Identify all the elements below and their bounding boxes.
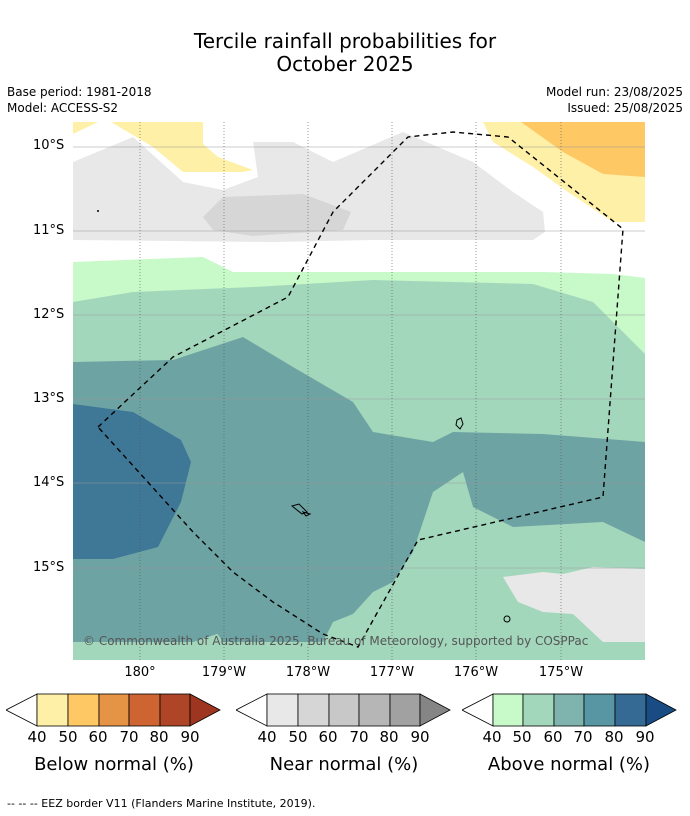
- island-2: [290, 503, 312, 517]
- cb-tick: 50: [288, 728, 308, 746]
- cb-tick: 40: [482, 728, 502, 746]
- cb-above-swatch: [492, 693, 524, 727]
- cb-tick: 50: [58, 728, 78, 746]
- cb-below-swatch: [67, 693, 100, 727]
- base-period: Base period: 1981-2018: [7, 85, 152, 99]
- near-normal-region: [73, 132, 545, 242]
- cb-above-swatch: [553, 693, 585, 727]
- copyright-text: © Commonwealth of Australia 2025, Bureau…: [83, 634, 588, 648]
- lat-label-11s: 11°S: [33, 223, 65, 238]
- cb-tick: 90: [410, 728, 430, 746]
- near-normal-bottomright: [503, 567, 645, 642]
- title-line-2: October 2025: [276, 52, 414, 76]
- above-70-band: [73, 404, 191, 559]
- eez-border: [97, 131, 624, 648]
- map-title: Tercile rainfall probabilities for Octob…: [0, 30, 690, 76]
- island-1: [455, 417, 464, 430]
- lat-label-10s: 10°S: [33, 138, 65, 153]
- lat-label-12s: 12°S: [33, 307, 65, 322]
- cb-tick: 50: [512, 728, 532, 746]
- lat-label-13s: 13°S: [33, 391, 65, 406]
- cb-tick: 60: [318, 728, 338, 746]
- cb-above-extend-low: [462, 693, 494, 727]
- cb-near-extend-high: [419, 693, 451, 727]
- meta-left: Base period: 1981-2018 Model: ACCESS-S2: [7, 84, 152, 116]
- cb-tick: 80: [149, 728, 169, 746]
- cb-near-swatch: [266, 693, 299, 727]
- lon-label-177w: 177°W: [369, 665, 415, 680]
- cb-below-swatch: [98, 693, 130, 727]
- cb-tick: 70: [349, 728, 369, 746]
- cb-below-swatch: [36, 693, 69, 727]
- lon-label-176w: 176°W: [453, 665, 499, 680]
- issued-date: Issued: 25/08/2025: [567, 101, 683, 115]
- lon-label-175w: 175°W: [538, 665, 584, 680]
- above-60-band: [73, 337, 645, 642]
- legend-label-near: Near normal (%): [269, 754, 419, 775]
- cb-tick: 70: [573, 728, 593, 746]
- island-4: [97, 210, 99, 212]
- title-line-1: Tercile rainfall probabilities for: [193, 29, 497, 53]
- lon-label-179w: 179°W: [201, 665, 247, 680]
- meta-right: Model run: 23/08/2025 Issued: 25/08/2025: [546, 84, 683, 116]
- cb-tick: 40: [27, 728, 47, 746]
- cb-below-extend-high: [189, 693, 221, 727]
- footer-note: -- -- -- EEZ border V11 (Flanders Marine…: [7, 797, 316, 810]
- island-3: [503, 615, 511, 623]
- cb-tick: 90: [635, 728, 655, 746]
- legend-label-above: Above normal (%): [487, 754, 651, 775]
- cb-above-swatch: [522, 693, 555, 727]
- cb-tick: 70: [119, 728, 139, 746]
- cb-below-swatch: [128, 693, 161, 727]
- colorbar-below: [6, 693, 221, 727]
- cb-above-swatch: [583, 693, 616, 727]
- lat-label-15s: 15°S: [33, 560, 65, 575]
- colorbar-above: [462, 693, 677, 727]
- near-normal-core: [203, 194, 351, 236]
- cb-tick: 40: [257, 728, 277, 746]
- colorbar-near: [236, 693, 451, 727]
- cb-near-swatch: [297, 693, 330, 727]
- lat-label-14s: 14°S: [33, 475, 65, 490]
- lon-label-178w: 178°W: [285, 665, 331, 680]
- below-normal-topright-core: [521, 122, 645, 177]
- cb-near-swatch: [328, 693, 360, 727]
- lon-label-180: 180°: [124, 665, 156, 680]
- cb-above-extend-high: [645, 693, 677, 727]
- cb-below-extend-low: [6, 693, 38, 727]
- cb-tick: 60: [88, 728, 108, 746]
- cb-near-swatch: [389, 693, 421, 727]
- map-area[interactable]: © Commonwealth of Australia 2025, Bureau…: [73, 122, 645, 660]
- cb-below-swatch: [159, 693, 191, 727]
- map-svg: © Commonwealth of Australia 2025, Bureau…: [73, 122, 645, 660]
- cb-tick: 80: [379, 728, 399, 746]
- cb-above-swatch: [614, 693, 647, 727]
- cb-near-swatch: [358, 693, 391, 727]
- cb-tick: 80: [604, 728, 624, 746]
- cb-tick: 90: [180, 728, 200, 746]
- model-name: Model: ACCESS-S2: [7, 101, 119, 115]
- cb-near-extend-low: [236, 693, 268, 727]
- gridlines: [73, 122, 645, 660]
- legend-label-below: Below normal (%): [34, 754, 194, 775]
- model-run: Model run: 23/08/2025: [545, 85, 683, 99]
- cb-tick: 60: [543, 728, 563, 746]
